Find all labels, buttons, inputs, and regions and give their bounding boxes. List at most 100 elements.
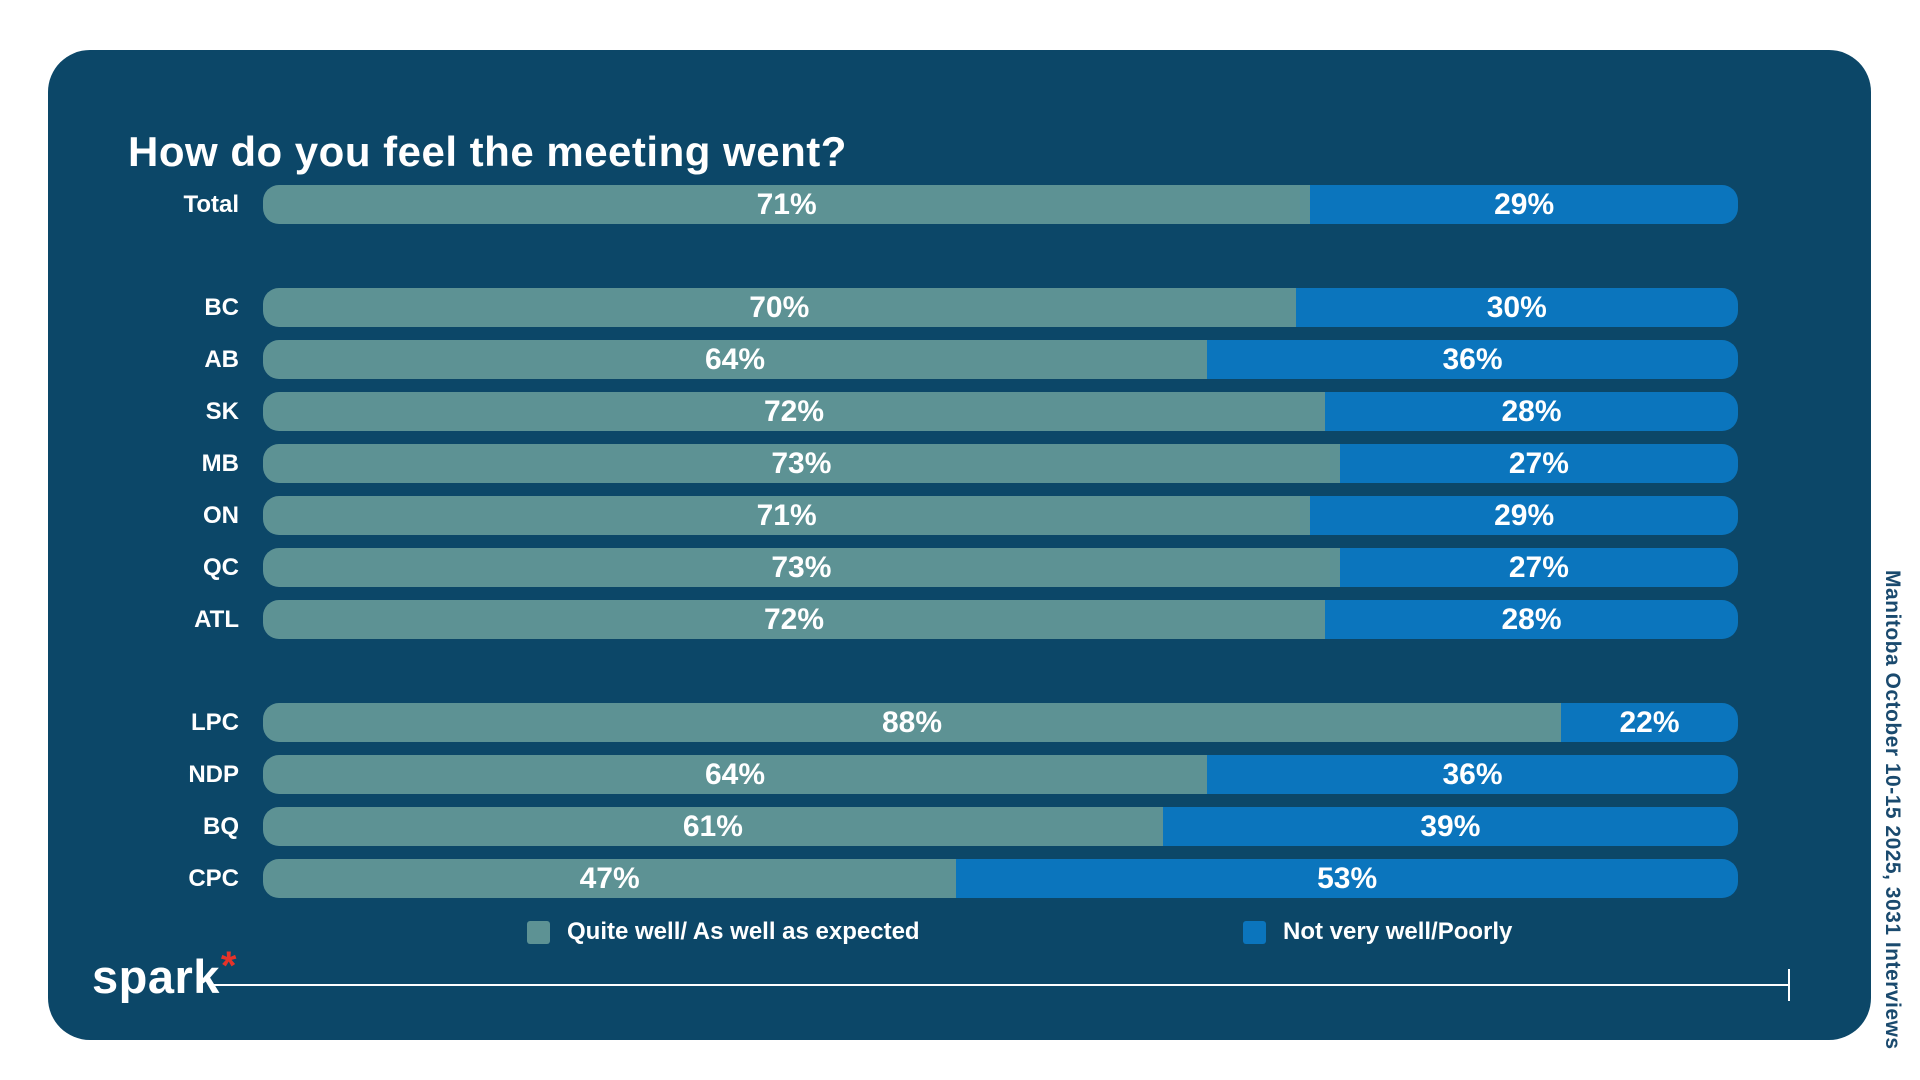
spark-logo: spark*: [92, 946, 236, 1003]
bar-chart-rows: Total 71% 29% BC 70% 30% AB 64% 36% SK 72% 28% MB 73%…: [48, 185, 1738, 898]
bar-segment-poor: 36%: [1207, 340, 1738, 379]
bar-value-poor: 39%: [1420, 809, 1481, 843]
bar-track: 64% 36%: [263, 755, 1738, 794]
chart-card: How do you feel the meeting went? Total 7…: [48, 50, 1871, 1040]
bar-track: 73% 27%: [263, 548, 1738, 587]
bar-track: 70% 30%: [263, 288, 1738, 327]
bar-value-well: 71%: [756, 498, 817, 532]
bar-segment-well: 61%: [263, 807, 1163, 846]
row-label: LPC: [191, 708, 239, 736]
bar-value-poor: 29%: [1494, 187, 1555, 221]
chart-row: LPC 88% 22%: [48, 703, 1738, 742]
legend-swatch-teal: [527, 920, 550, 944]
chart-row: CPC 47% 53%: [48, 859, 1738, 898]
row-label: ON: [203, 501, 239, 529]
chart-row: NDP 64% 36%: [48, 755, 1738, 794]
bar-segment-well: 72%: [263, 392, 1325, 431]
bar-track: 61% 39%: [263, 807, 1738, 846]
bar-value-well: 64%: [704, 342, 766, 376]
row-label: AB: [204, 345, 239, 373]
bar-value-poor: 29%: [1494, 498, 1555, 532]
bar-value-well: 61%: [682, 809, 743, 843]
bar-segment-poor: 29%: [1310, 185, 1738, 224]
bar-value-poor: 53%: [1317, 861, 1378, 895]
legend-swatch-blue: [1243, 920, 1266, 944]
bar-value-well: 70%: [749, 290, 810, 324]
bar-segment-poor: 28%: [1325, 392, 1738, 431]
chart-row: MB 73% 27%: [48, 444, 1738, 483]
chart-row: SK 72% 28%: [48, 392, 1738, 431]
bar-value-poor: 28%: [1501, 602, 1562, 636]
row-label: ATL: [194, 605, 239, 633]
bar-track: 47% 53%: [263, 859, 1738, 898]
bar-segment-poor: 28%: [1325, 600, 1738, 639]
bar-segment-poor: 29%: [1310, 496, 1738, 535]
bar-segment-well: 73%: [263, 548, 1340, 587]
legend-label-poor: Not very well/Poorly: [1283, 918, 1513, 945]
footer-rule-end-tick: [1788, 969, 1790, 1001]
bar-segment-well: 73%: [263, 444, 1340, 483]
chart-legend: Quite well/ As well as expected Not very…: [48, 918, 1738, 946]
bar-segment-poor: 53%: [956, 859, 1738, 898]
chart-row: ATL 72% 28%: [48, 600, 1738, 639]
bar-value-poor: 27%: [1508, 550, 1569, 584]
bar-value-well: 73%: [771, 446, 832, 480]
chart-row: BC 70% 30%: [48, 288, 1738, 327]
legend-label-well: Quite well/ As well as expected: [567, 918, 920, 945]
legend-item-well: Quite well/ As well as expected: [527, 918, 920, 946]
bar-segment-well: 72%: [263, 600, 1325, 639]
bar-track: 72% 28%: [263, 392, 1738, 431]
footer-rule: [210, 984, 1788, 986]
bar-value-poor: 36%: [1442, 757, 1503, 791]
bar-value-well: 73%: [771, 550, 832, 584]
chart-row: ON 71% 29%: [48, 496, 1738, 535]
bar-value-well: 47%: [579, 861, 640, 895]
row-label: CPC: [188, 864, 239, 892]
bar-value-poor: 27%: [1508, 446, 1569, 480]
row-label: QC: [203, 553, 239, 581]
spark-logo-text: spark: [92, 950, 220, 1003]
bar-segment-well: 71%: [263, 496, 1311, 535]
bar-value-poor: 28%: [1501, 394, 1562, 428]
chart-row: Total 71% 29%: [48, 185, 1738, 224]
red-asterisk-icon: *: [220, 944, 237, 988]
bar-track: 88% 22%: [263, 703, 1738, 742]
row-label: NDP: [188, 760, 239, 788]
bar-value-well: 71%: [756, 187, 817, 221]
row-label: SK: [205, 397, 239, 425]
row-label: MB: [201, 449, 239, 477]
bar-segment-well: 64%: [263, 755, 1207, 794]
bar-segment-poor: 27%: [1339, 444, 1738, 483]
bar-value-well: 72%: [763, 394, 825, 428]
bar-segment-poor: 39%: [1162, 807, 1738, 846]
bar-value-well: 64%: [704, 757, 766, 791]
row-label: BQ: [203, 812, 239, 840]
bar-track: 72% 28%: [263, 600, 1738, 639]
bar-value-well: 88%: [881, 705, 943, 739]
source-note: Manitoba October 10-15 2025, 3031 Interv…: [1881, 570, 1904, 1050]
bar-track: 71% 29%: [263, 185, 1738, 224]
bar-segment-poor: 27%: [1339, 548, 1738, 587]
bar-segment-well: 88%: [263, 703, 1561, 742]
bar-value-well: 72%: [763, 602, 825, 636]
bar-segment-poor: 30%: [1295, 288, 1738, 327]
bar-segment-well: 71%: [263, 185, 1311, 224]
row-label: BC: [204, 293, 239, 321]
bar-track: 73% 27%: [263, 444, 1738, 483]
bar-value-poor: 22%: [1619, 705, 1680, 739]
bar-segment-well: 70%: [263, 288, 1296, 327]
page-title: How do you feel the meeting went?: [128, 128, 847, 175]
bar-track: 71% 29%: [263, 496, 1738, 535]
chart-row: AB 64% 36%: [48, 340, 1738, 379]
bar-segment-poor: 36%: [1207, 755, 1738, 794]
legend-item-poor: Not very well/Poorly: [1243, 918, 1512, 946]
bar-segment-poor: 22%: [1561, 703, 1738, 742]
bar-value-poor: 30%: [1486, 290, 1547, 324]
chart-row: BQ 61% 39%: [48, 807, 1738, 846]
bar-track: 64% 36%: [263, 340, 1738, 379]
bar-value-poor: 36%: [1442, 342, 1503, 376]
chart-row: QC 73% 27%: [48, 548, 1738, 587]
bar-segment-well: 47%: [263, 859, 957, 898]
row-label: Total: [183, 190, 239, 218]
bar-segment-well: 64%: [263, 340, 1207, 379]
